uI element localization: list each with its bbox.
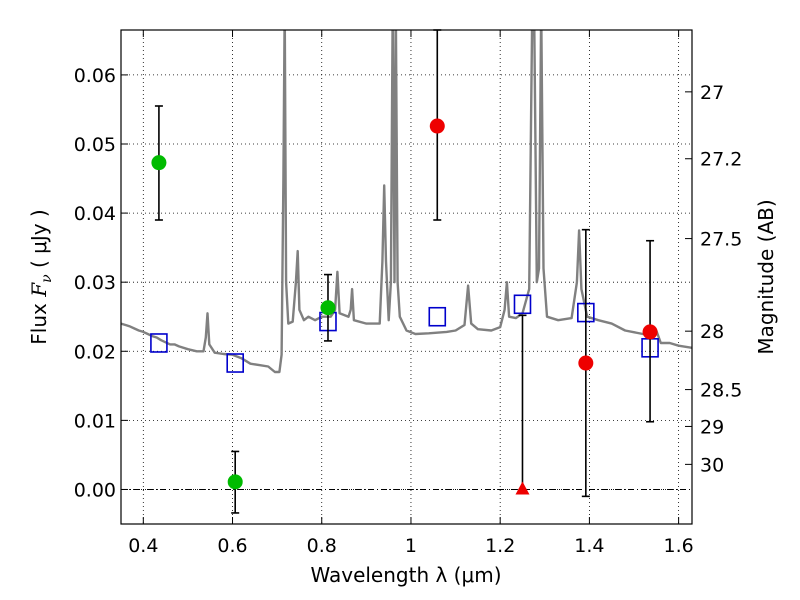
x-tick-label: 1 <box>405 535 417 557</box>
x-tick-label: 1.6 <box>664 535 694 557</box>
y-axis-label-unit: ( μJy ) <box>27 209 51 274</box>
spectrum-line <box>121 30 692 374</box>
plot-background <box>121 30 692 524</box>
y-tick-label: 0.01 <box>74 410 116 432</box>
y-tick-label: 0.02 <box>74 341 116 363</box>
x-tick-label: 0.6 <box>217 535 247 557</box>
y2-tick-label: 28 <box>700 321 724 343</box>
green-data-point <box>227 474 243 490</box>
green-data-point <box>320 300 336 316</box>
red-data-point <box>578 355 594 371</box>
model-square-point <box>428 306 447 327</box>
y-tick-label: 0.04 <box>74 203 116 225</box>
y-tick-label: 0.05 <box>74 134 116 156</box>
y-tick-label: 0.00 <box>74 479 116 501</box>
red-data-point <box>429 118 445 134</box>
y-tick-label: 0.06 <box>74 65 116 87</box>
x-tick-label: 1.2 <box>485 535 515 557</box>
y2-tick-label: 27.5 <box>700 229 742 251</box>
y2-tick-label: 29 <box>700 416 724 438</box>
x-tick-label: 0.4 <box>128 535 158 557</box>
y-axis-label-symbol: F <box>27 282 51 298</box>
y-axis-label-prefix: Flux <box>27 297 51 345</box>
y-tick-label: 0.03 <box>74 272 116 294</box>
spectrum <box>121 30 692 374</box>
y-axis-label: Flux Fν ( μJy ) <box>27 209 55 344</box>
red-data-point <box>642 324 658 340</box>
model-square-point <box>513 294 532 315</box>
y2-axis-label: Magnitude (AB) <box>754 199 778 354</box>
x-tick-label: 1.4 <box>574 535 604 557</box>
model-square-point <box>150 333 168 353</box>
y2-tick-label: 27.2 <box>700 149 742 171</box>
green-data-point <box>151 155 167 171</box>
x-tick-label: 0.8 <box>307 535 337 557</box>
upper-limit-triangle <box>515 481 530 495</box>
y2-tick-label: 27 <box>700 82 724 104</box>
x-axis-label: Wavelength λ (μm) <box>310 563 501 587</box>
ticks: 0.4 0.6 0.8 1 1.2 1.4 1.6 0.00 0.01 0.02 0.03 0.04 0… <box>74 30 742 557</box>
plot-frame <box>120 29 693 525</box>
y2-tick-label: 30 <box>700 454 724 476</box>
model-square-point <box>226 353 244 373</box>
y2-tick-label: 28.5 <box>700 380 742 402</box>
markers <box>150 29 659 514</box>
y-axis-label-subscript: ν <box>39 274 55 283</box>
